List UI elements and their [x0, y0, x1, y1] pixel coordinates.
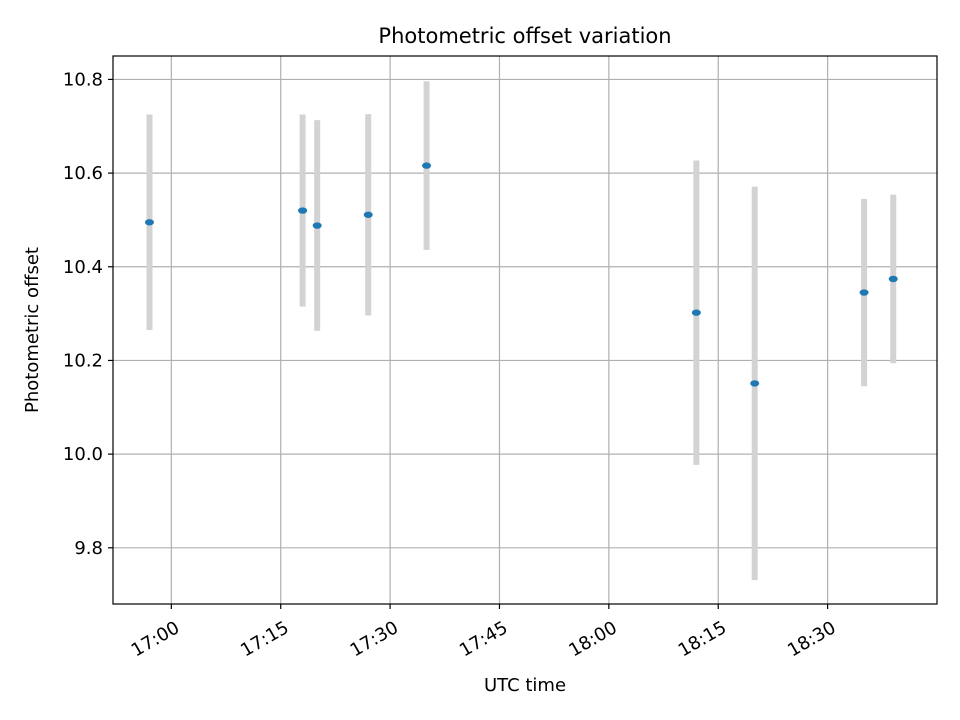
- data-point: [422, 162, 432, 169]
- y-tick-label: 10.0: [63, 444, 103, 465]
- y-tick-label: 9.8: [74, 538, 103, 559]
- data-point: [312, 222, 322, 229]
- data-point: [888, 275, 898, 283]
- y-tick-label: 10.6: [63, 163, 103, 184]
- grid-lines: [113, 56, 937, 604]
- x-axis-label: UTC time: [484, 675, 566, 696]
- data-point: [750, 380, 760, 387]
- data-point: [144, 219, 154, 226]
- data-point: [363, 211, 373, 218]
- y-tick-label: 10.8: [63, 69, 103, 90]
- axes-frame: [112, 55, 938, 605]
- y-tick-label: 10.2: [63, 350, 103, 371]
- y-axis-label: Photometric offset: [22, 247, 43, 413]
- data-point: [691, 309, 701, 316]
- data-point: [859, 289, 869, 296]
- plot-area: [113, 56, 937, 604]
- chart-title: Photometric offset variation: [378, 24, 671, 48]
- data-point: [298, 207, 308, 214]
- data-points: [144, 162, 898, 387]
- y-tick-label: 10.4: [63, 257, 103, 278]
